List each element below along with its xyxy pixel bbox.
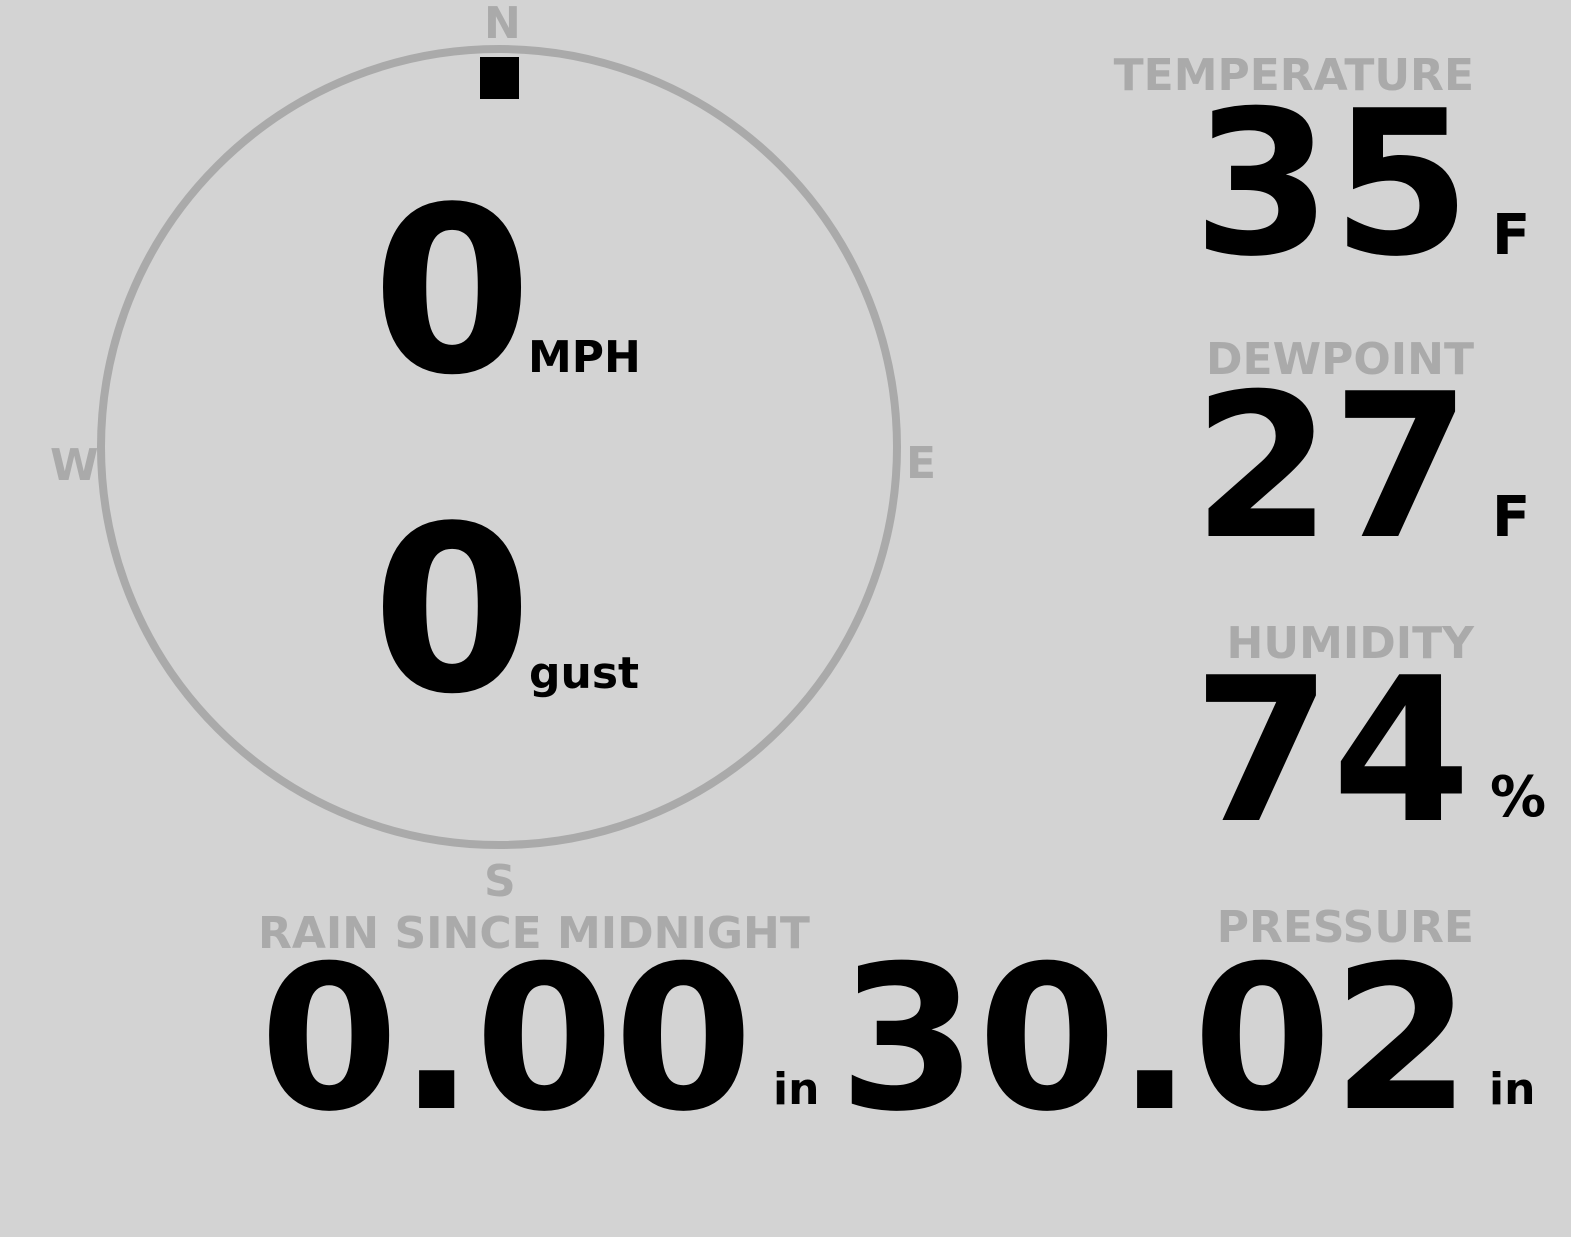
compass-ring — [97, 45, 901, 849]
wind-compass — [97, 45, 901, 849]
compass-south: S — [484, 856, 516, 907]
wind-gust-value: 0 — [372, 478, 533, 745]
wind-speed-unit: MPH — [528, 332, 641, 383]
wind-direction-indicator — [480, 57, 519, 99]
wind-speed-value: 0 — [372, 159, 533, 426]
rain-label: RAIN SINCE MIDNIGHT — [258, 908, 810, 959]
compass-west: W — [50, 440, 99, 491]
compass-north: N — [484, 0, 521, 49]
humidity-value: 74 — [1192, 635, 1471, 868]
pressure-value: 30.02 — [838, 923, 1471, 1156]
humidity-label: HUMIDITY — [1226, 618, 1474, 669]
temperature-unit: F — [1492, 203, 1531, 268]
pressure-label: PRESSURE — [1216, 902, 1474, 953]
wind-gust-label: gust — [529, 648, 640, 699]
pressure-unit: in — [1489, 1064, 1536, 1115]
dewpoint-unit: F — [1492, 485, 1531, 550]
dewpoint-value: 27 — [1192, 351, 1471, 584]
temperature-label: TEMPERATURE — [1113, 50, 1474, 101]
rain-unit: in — [773, 1064, 820, 1115]
rain-value: 0.00 — [259, 923, 753, 1156]
humidity-unit: % — [1490, 765, 1547, 830]
dewpoint-label: DEWPOINT — [1206, 334, 1474, 385]
compass-east: E — [906, 438, 937, 489]
temperature-value: 35 — [1192, 68, 1471, 301]
